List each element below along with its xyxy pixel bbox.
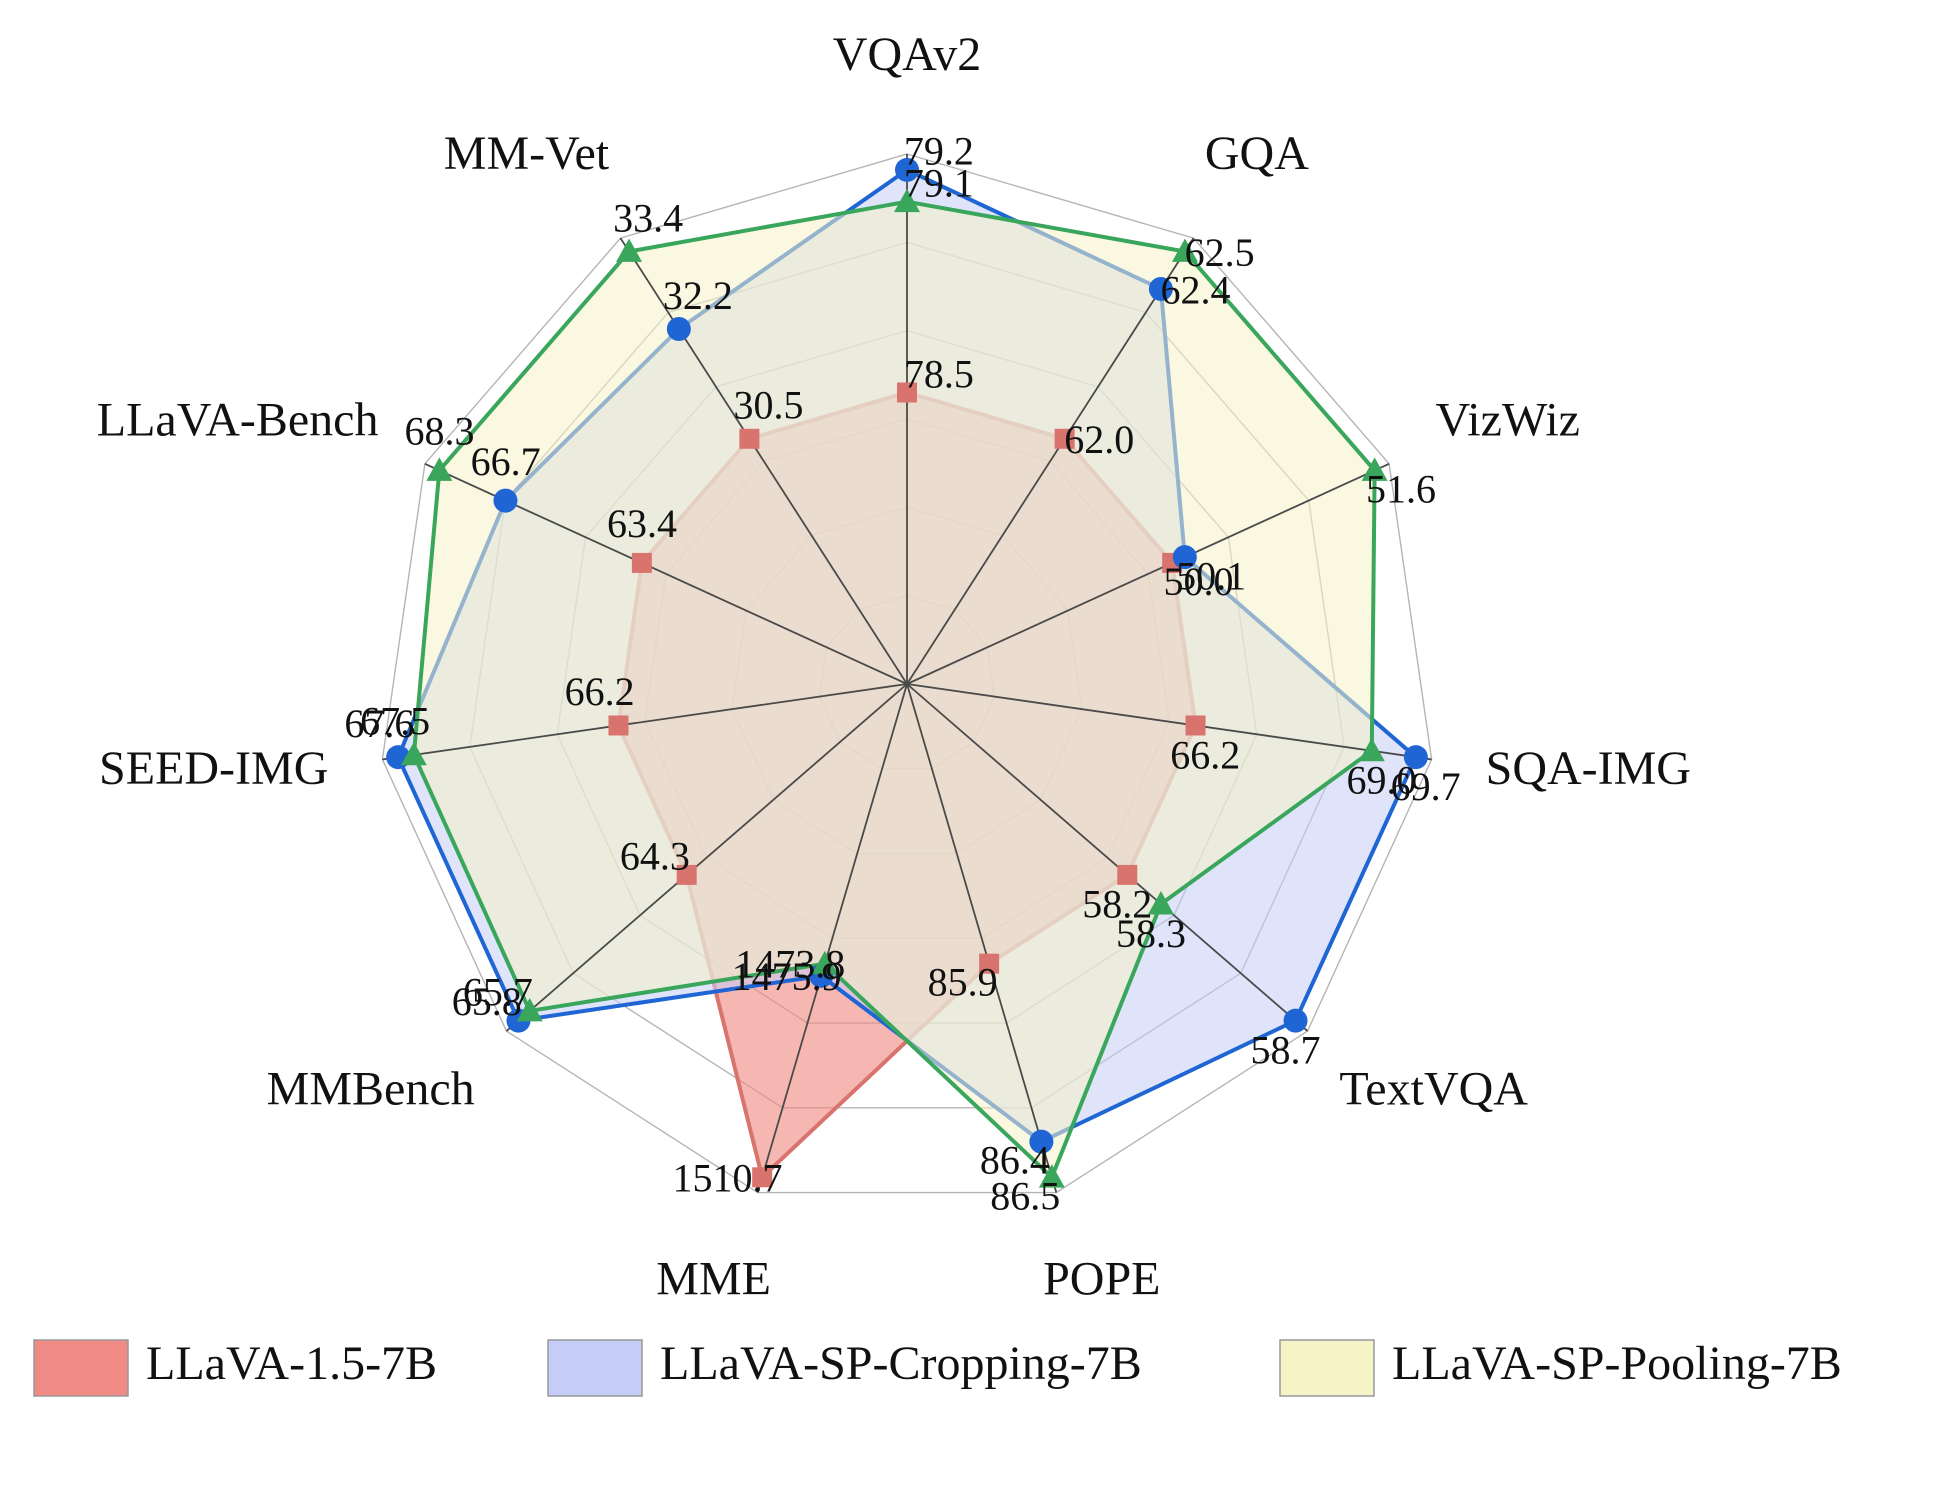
value-label: 65.8 <box>452 979 522 1024</box>
value-label: 58.3 <box>1116 911 1186 956</box>
value-label: 86.4 <box>980 1138 1050 1183</box>
axis-spoke <box>906 237 1195 685</box>
data-point <box>1117 864 1138 885</box>
data-point <box>666 316 691 341</box>
data-point <box>895 157 919 182</box>
value-label: 79.1 <box>904 160 974 205</box>
data-point <box>516 997 543 1022</box>
axis-label: SEED-IMG <box>99 742 328 795</box>
value-label: 30.5 <box>733 383 803 428</box>
data-point <box>616 238 643 262</box>
value-label: 64.3 <box>620 833 690 878</box>
series-area <box>411 199 1377 1180</box>
data-point <box>811 950 838 975</box>
value-label: 33.4 <box>613 195 683 240</box>
axis-label: VQAv2 <box>833 28 981 81</box>
value-label: 67.6 <box>344 701 414 746</box>
data-point <box>979 953 1000 974</box>
axis-spoke <box>382 683 908 761</box>
data-point <box>493 488 518 513</box>
value-label: 58.2 <box>1082 882 1152 927</box>
axis-spoke <box>505 683 908 1032</box>
data-point <box>1358 737 1385 762</box>
value-label: 66.7 <box>471 439 541 484</box>
data-point <box>752 1167 773 1188</box>
value-label: 66.2 <box>1170 732 1240 777</box>
value-label: 85.9 <box>928 960 998 1005</box>
value-label: 1510.7 <box>672 1155 782 1200</box>
axis-label: MM-Vet <box>444 127 610 180</box>
data-point <box>739 428 760 449</box>
data-point <box>426 457 453 481</box>
value-label: 65.7 <box>463 969 533 1014</box>
data-point <box>1361 457 1388 481</box>
legend-label: LLaVA-SP-Cropping-7B <box>660 1337 1142 1390</box>
data-point <box>897 382 917 403</box>
data-point <box>1172 545 1197 570</box>
legend-label: LLaVA-1.5-7B <box>146 1337 437 1390</box>
value-label: 68.3 <box>405 409 475 454</box>
axis-spoke <box>906 683 1058 1193</box>
axis-label: GQA <box>1205 127 1309 180</box>
value-label: 66.2 <box>565 669 635 714</box>
value-label: 79.2 <box>904 129 974 174</box>
axis-label: TextVQA <box>1339 1062 1528 1115</box>
data-point <box>608 715 629 736</box>
data-point <box>1148 276 1173 301</box>
data-point <box>1403 745 1428 770</box>
value-label: 67.5 <box>360 699 430 744</box>
value-label: 62.0 <box>1064 417 1134 462</box>
value-label: 78.5 <box>904 351 974 396</box>
value-label: 63.4 <box>607 501 677 546</box>
data-point <box>631 552 652 573</box>
legend-swatch <box>33 1339 129 1397</box>
data-point <box>1054 428 1075 449</box>
value-label: 50.0 <box>1164 559 1234 604</box>
value-label: 32.2 <box>663 273 733 318</box>
data-point <box>676 864 697 885</box>
value-label: 62.5 <box>1185 230 1255 275</box>
axis-label: VizWiz <box>1436 393 1580 446</box>
value-label: 1473.8 <box>735 942 845 987</box>
data-point <box>1283 1008 1308 1033</box>
value-label: 62.4 <box>1160 267 1230 312</box>
data-point <box>1185 715 1206 736</box>
axis-label: SQA-IMG <box>1486 742 1691 795</box>
value-label: 58.7 <box>1251 1027 1321 1072</box>
axis-spoke <box>906 683 1432 761</box>
axis-label: LLaVA-Bench <box>97 393 379 446</box>
value-label: 86.5 <box>990 1173 1060 1218</box>
value-label: 1475.9 <box>732 954 842 999</box>
data-point <box>1147 891 1174 915</box>
value-label: 69.7 <box>1391 764 1461 809</box>
data-point <box>1038 1164 1065 1188</box>
data-point <box>894 188 920 213</box>
legend-label: LLaVA-SP-Pooling-7B <box>1392 1337 1842 1390</box>
axis-spoke <box>906 683 1309 1032</box>
value-label: 51.6 <box>1366 467 1436 512</box>
data-point <box>1171 238 1198 262</box>
value-label: 69.0 <box>1347 758 1417 803</box>
axis-label: MME <box>656 1253 771 1306</box>
value-label: 50.1 <box>1176 553 1246 598</box>
legend-swatch <box>1279 1339 1375 1397</box>
axis-spoke <box>906 463 1390 685</box>
axis-spoke <box>619 237 908 685</box>
axis-spoke <box>756 683 908 1193</box>
axis-label: MMBench <box>267 1062 475 1115</box>
legend-swatch <box>547 1339 643 1397</box>
axis-label: POPE <box>1043 1253 1160 1306</box>
grid-ring <box>381 153 1433 1194</box>
data-point <box>1029 1129 1054 1154</box>
data-point <box>400 741 427 766</box>
